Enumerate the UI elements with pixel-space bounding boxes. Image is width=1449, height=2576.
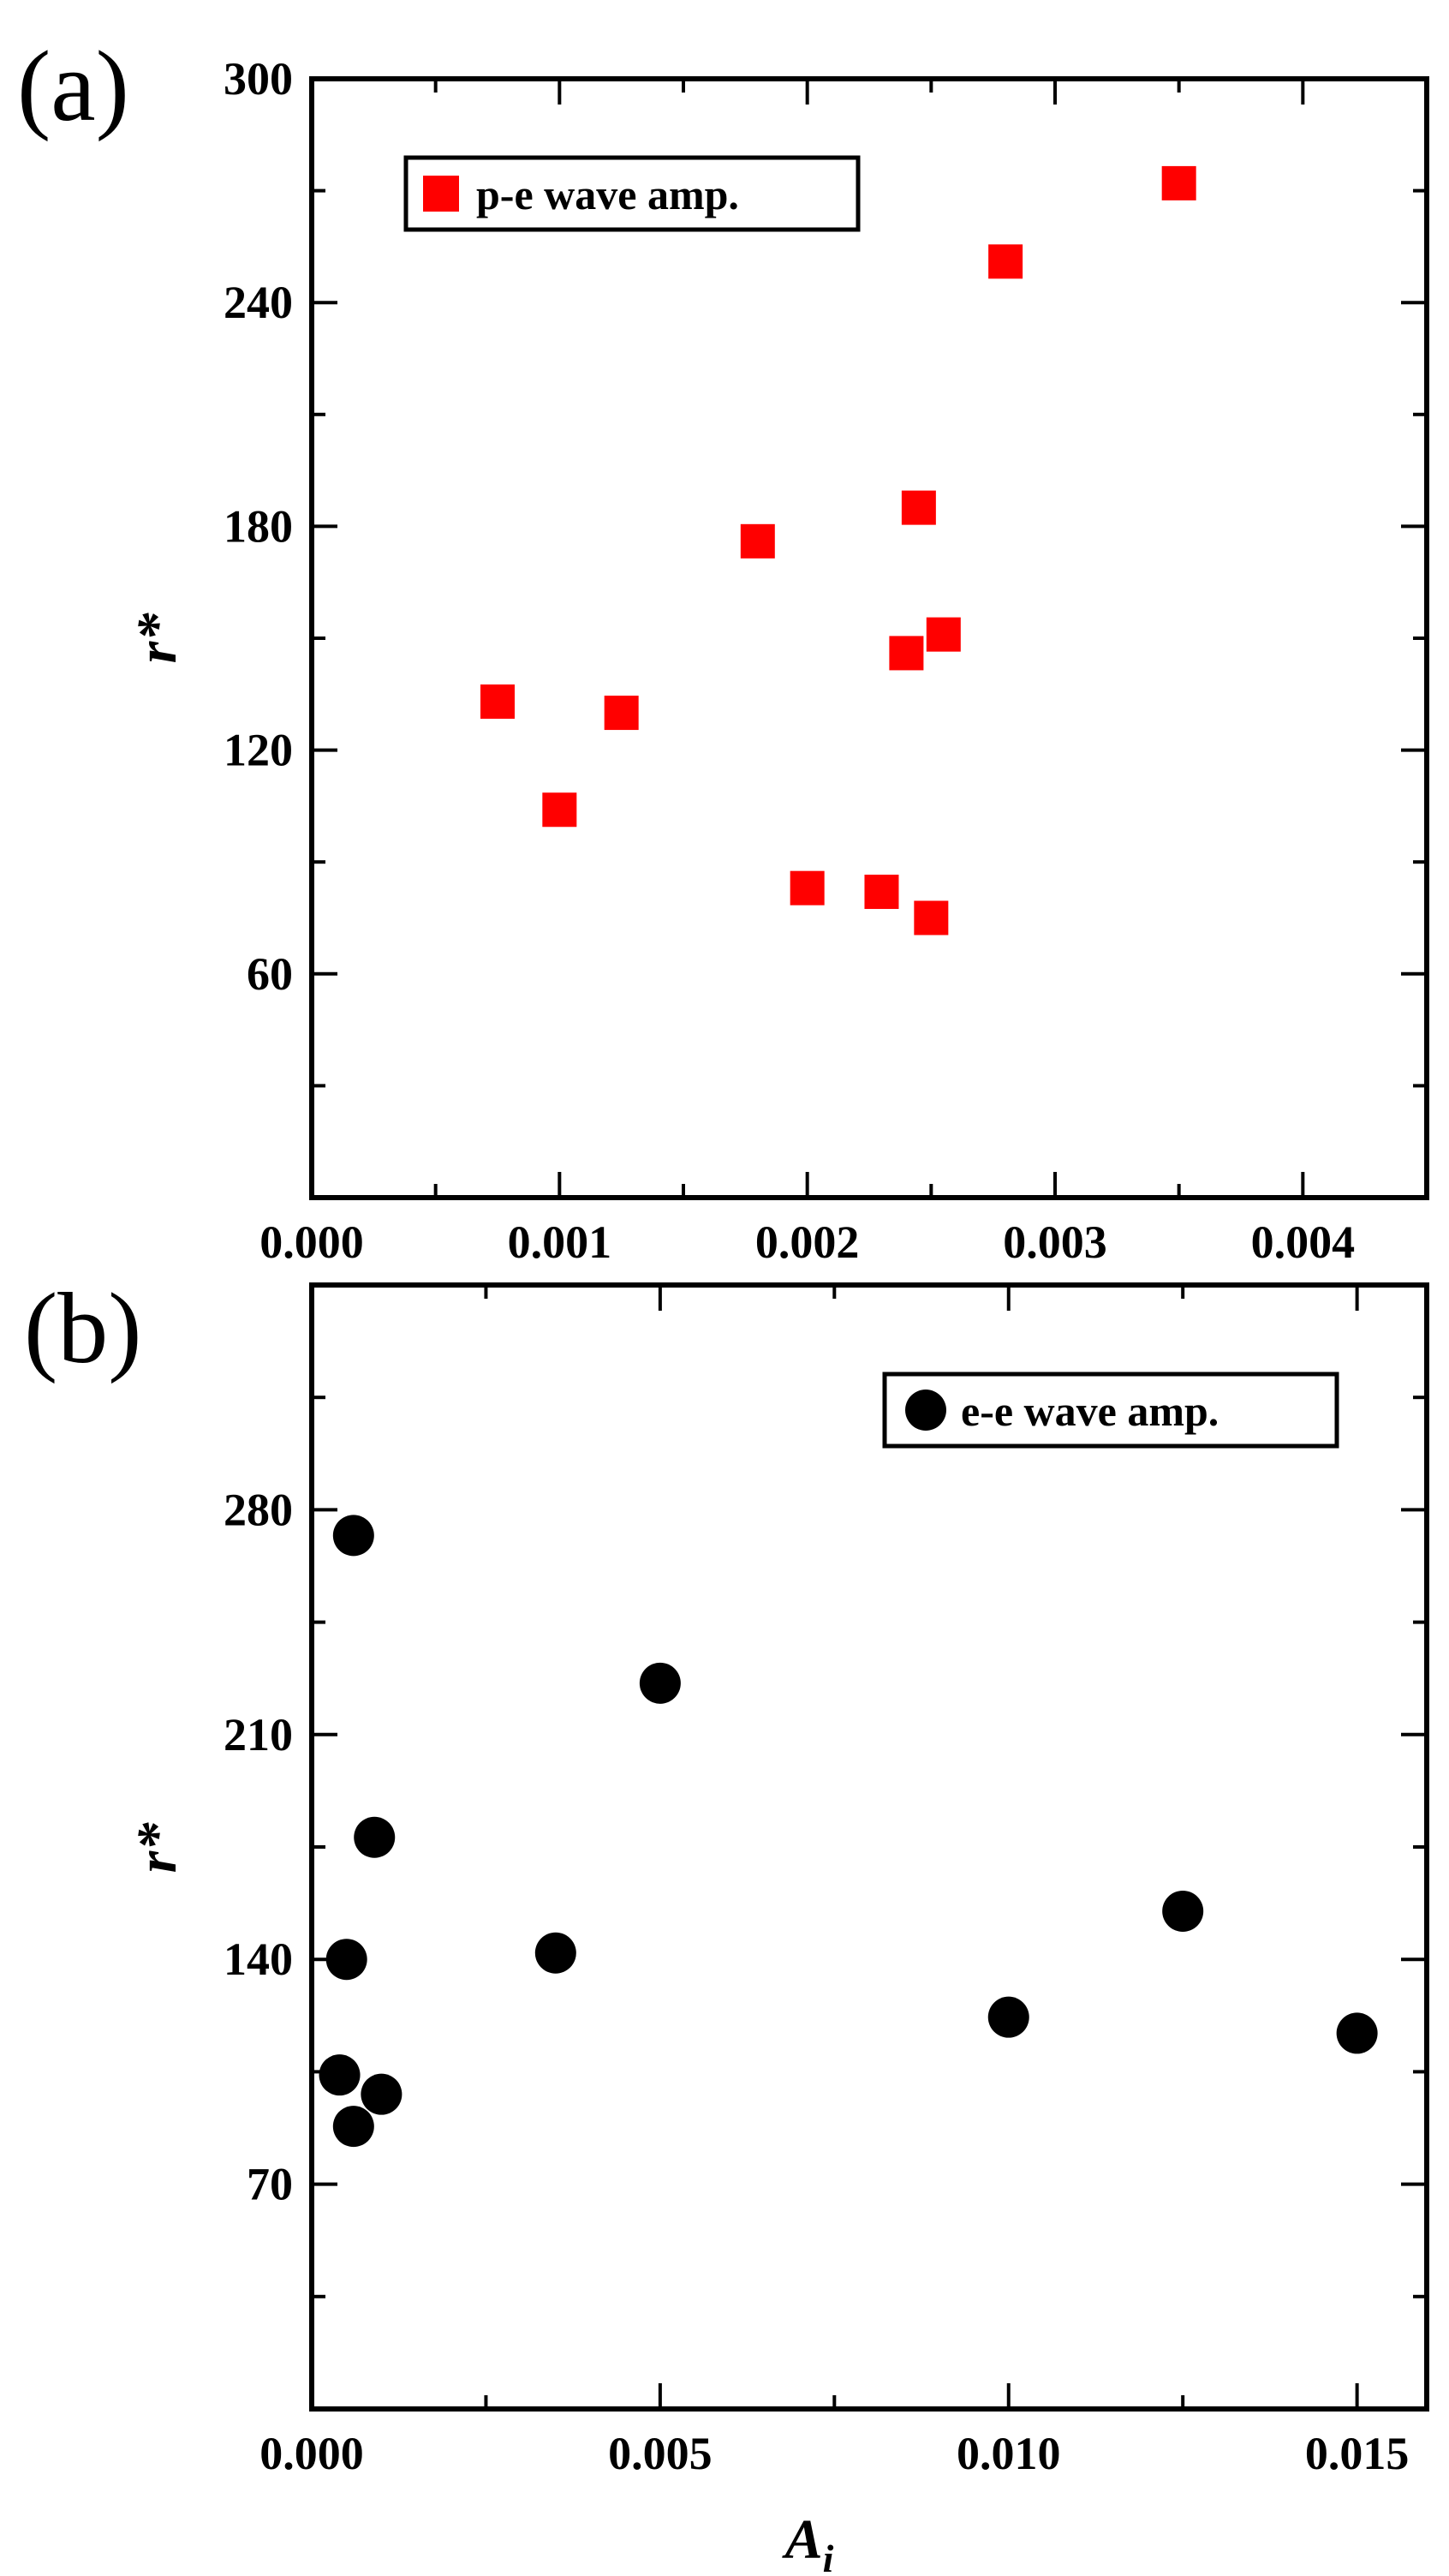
x-tick-label: 0.010 [957, 2428, 1061, 2479]
legend: e-e wave amp. [882, 1372, 1339, 1449]
x-tick-label: 0.005 [608, 2428, 713, 2479]
data-point [926, 617, 961, 652]
data-point [332, 1515, 374, 1557]
data-point [740, 523, 775, 559]
y-tick-label: 120 [224, 725, 293, 776]
legend-box [882, 1372, 1339, 1449]
x-tick-label: 0.015 [1305, 2428, 1410, 2479]
data-point [361, 2073, 402, 2115]
y-axis-label: r* [126, 613, 188, 664]
legend-box [403, 155, 861, 232]
plot-frame [309, 76, 1429, 1200]
data-point [1161, 165, 1196, 200]
x-tick-label: 0.003 [1003, 1216, 1107, 1268]
data-point [480, 684, 515, 720]
panel-label: (a) [17, 30, 129, 142]
x-axis-label-subscript: i [823, 2537, 834, 2576]
panel-label: (b) [24, 1272, 142, 1384]
y-axis-label: r* [126, 1822, 188, 1874]
data-point [542, 792, 577, 828]
y-tick-label: 240 [224, 277, 293, 328]
y-tick-label: 280 [224, 1484, 293, 1535]
data-point [790, 870, 825, 905]
data-point [988, 244, 1023, 279]
legend: p-e wave amp. [403, 155, 861, 232]
data-point [1162, 1890, 1204, 1932]
legend-label: p-e wave amp. [476, 170, 739, 218]
x-tick-label: 0.004 [1251, 1216, 1356, 1268]
x-tick-label: 0.000 [259, 1216, 364, 1268]
y-tick-label: 300 [224, 53, 293, 105]
data-point [914, 900, 949, 935]
x-axis-label-main: A [782, 2508, 823, 2571]
y-tick-label: 180 [224, 500, 293, 552]
data-point [987, 1996, 1029, 2038]
data-point [604, 696, 639, 731]
panel-a: 0.000 0.001 0.002 0.003 0.004 60 120 180 240 300 (… [17, 30, 1429, 1268]
data-point [639, 1662, 681, 1704]
y-tick-label: 70 [247, 2159, 293, 2210]
data-point [901, 490, 936, 525]
data-point [354, 1816, 396, 1858]
x-tick-label: 0.001 [508, 1216, 612, 1268]
legend-marker [423, 176, 459, 212]
plot-frame [309, 1282, 1429, 2412]
y-tick-label: 60 [247, 948, 293, 1000]
legend-marker [905, 1390, 946, 1431]
data-point [864, 875, 899, 910]
x-axis-label: Ai [782, 2508, 834, 2576]
data-point [889, 636, 924, 671]
x-tick-label: 0.000 [259, 2428, 364, 2479]
legend-label: e-e wave amp. [961, 1387, 1219, 1435]
y-tick-label: 140 [224, 1933, 293, 1985]
data-point [1336, 2012, 1378, 2054]
x-tick-label: 0.002 [755, 1216, 860, 1268]
panel-b: 0.000 0.005 0.010 0.015 70 140 210 280 (b) r* Ai e-… [24, 1272, 1429, 2576]
data-point [534, 1932, 576, 1974]
data-point [319, 2054, 361, 2096]
data-point [332, 2106, 374, 2148]
data-point [325, 1939, 367, 1981]
y-tick-label: 210 [224, 1709, 293, 1760]
